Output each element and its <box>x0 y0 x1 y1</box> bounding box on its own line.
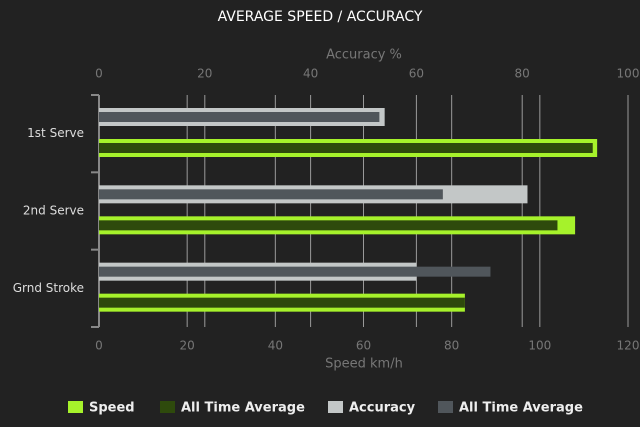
y-tick-label: Grnd Stroke <box>13 281 84 295</box>
x-tick-label: 60 <box>356 339 371 353</box>
chart-title: AVERAGE SPEED / ACCURACY <box>218 9 423 25</box>
x-axis-label: Speed km/h <box>325 357 403 372</box>
x2-tick-label: 20 <box>197 67 212 81</box>
legend-swatch <box>328 401 343 413</box>
x-tick-label: 120 <box>617 339 640 353</box>
legend-swatch <box>68 401 83 413</box>
x-tick-label: 100 <box>528 339 551 353</box>
x2-tick-label: 80 <box>515 67 530 81</box>
bar <box>99 189 443 200</box>
legend-label: All Time Average <box>181 401 305 416</box>
bar <box>99 112 380 122</box>
bar <box>99 266 491 277</box>
bar <box>99 143 593 153</box>
x2-tick-label: 40 <box>303 67 318 81</box>
legend-swatch <box>438 401 453 413</box>
legend-swatch <box>160 401 175 413</box>
x-tick-label: 0 <box>95 339 103 353</box>
legend-label: Accuracy <box>349 401 416 416</box>
legend-label: Speed <box>89 401 135 416</box>
x-tick-label: 80 <box>444 339 459 353</box>
bar <box>99 297 465 308</box>
x2-tick-label: 100 <box>617 67 640 81</box>
y-tick-label: 1st Serve <box>27 126 84 140</box>
legend-label: All Time Average <box>459 401 583 416</box>
x-tick-label: 20 <box>180 339 195 353</box>
x2-axis-label: Accuracy % <box>326 48 402 63</box>
x-tick-label: 40 <box>268 339 283 353</box>
bar <box>99 220 558 231</box>
x2-tick-label: 60 <box>409 67 424 81</box>
x2-tick-label: 0 <box>95 67 103 81</box>
y-tick-label: 2nd Serve <box>23 204 84 218</box>
